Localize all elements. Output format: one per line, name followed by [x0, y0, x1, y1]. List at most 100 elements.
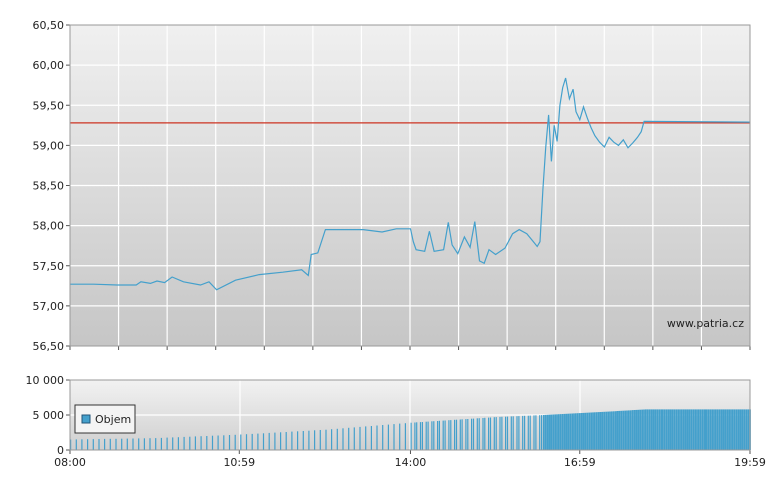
volume-bar: [419, 422, 422, 450]
volume-bar: [524, 415, 526, 450]
volume-bar: [245, 434, 248, 450]
volume-bar: [645, 409, 647, 450]
volume-bar: [472, 418, 475, 450]
volume-bar: [535, 415, 537, 450]
volume-bar: [730, 409, 732, 450]
volume-bar: [189, 436, 191, 450]
volume-bar: [628, 410, 630, 450]
volume-bar: [573, 413, 575, 450]
volume-bar: [626, 410, 628, 450]
volume-ytick-label: 10 000: [26, 374, 65, 387]
volume-bar: [499, 416, 501, 450]
volume-bar: [251, 433, 253, 450]
volume-bar: [404, 423, 406, 450]
volume-bar: [478, 418, 480, 450]
volume-bar: [505, 416, 507, 450]
volume-bar: [541, 415, 543, 450]
volume-bar: [709, 409, 712, 450]
volume-bar: [561, 414, 564, 450]
volume-bar: [172, 437, 174, 450]
volume-bar: [319, 430, 321, 450]
volume-bar: [681, 409, 683, 450]
volume-bar: [688, 409, 691, 450]
volume-bar: [376, 425, 378, 450]
volume-bar: [382, 425, 384, 450]
volume-bar: [482, 418, 484, 450]
volume-bar: [669, 409, 672, 450]
volume-bar: [724, 409, 727, 450]
volume-bar: [308, 430, 310, 450]
volume-bar: [722, 409, 725, 450]
volume-bar: [692, 409, 695, 450]
volume-bar: [427, 421, 429, 450]
legend: Objem: [74, 404, 136, 434]
price-ytick-label: 59,50: [33, 99, 65, 112]
volume-bar: [592, 412, 594, 450]
volume-bar: [448, 420, 450, 450]
volume-bar: [726, 409, 729, 450]
volume-bar: [737, 409, 740, 450]
volume-bar: [684, 409, 687, 450]
volume-xtick-label: 16:59: [564, 456, 596, 469]
volume-bar: [410, 422, 412, 450]
volume-bar: [656, 409, 659, 450]
legend-label: Objem: [95, 413, 131, 426]
volume-bar: [599, 412, 602, 450]
volume-bar: [616, 411, 619, 450]
volume-bar: [542, 415, 545, 450]
volume-bar: [262, 433, 265, 450]
volume-bar: [694, 409, 696, 450]
volume-bar: [467, 419, 469, 450]
volume-bar: [665, 409, 668, 450]
volume-bar: [663, 409, 666, 450]
volume-bar: [675, 409, 678, 450]
price-ytick-label: 56,50: [33, 340, 65, 353]
volume-bar: [104, 438, 106, 450]
volume-bar: [643, 409, 645, 450]
volume-bar: [433, 421, 435, 450]
volume-bar: [353, 427, 355, 450]
volume-bar: [454, 419, 456, 450]
volume-bar: [682, 409, 685, 450]
volume-bar: [601, 411, 604, 450]
volume-bar: [302, 431, 304, 450]
volume-bar: [586, 412, 589, 450]
volume-bar: [698, 409, 700, 450]
volume-bar: [365, 426, 367, 450]
volume-bar: [297, 431, 299, 450]
volume-bar: [348, 427, 350, 450]
volume-bar: [228, 435, 231, 450]
volume-bar: [747, 409, 749, 450]
volume-bar: [609, 411, 611, 450]
volume-bar: [711, 409, 713, 450]
volume-bar: [733, 409, 736, 450]
volume-bar: [425, 421, 427, 450]
volume-bar: [438, 420, 440, 450]
volume-bar: [603, 411, 606, 450]
volume-bar: [132, 438, 134, 450]
volume-bar: [584, 412, 587, 450]
volume-bar: [211, 435, 214, 450]
volume-bar: [393, 424, 395, 450]
volume-bar: [539, 415, 541, 450]
volume-bar: [739, 409, 742, 450]
volume-bar: [495, 417, 497, 450]
volume-bar: [648, 409, 651, 450]
volume-bar: [544, 414, 547, 450]
volume-ytick-label: 0: [57, 444, 64, 457]
volume-bar: [484, 417, 486, 450]
volume-plot-border: [69, 379, 751, 451]
volume-bar: [149, 438, 151, 450]
volume-bar: [743, 409, 746, 450]
volume-bar: [115, 438, 117, 450]
volume-bar: [732, 409, 734, 450]
volume-bar: [703, 409, 706, 450]
volume-bar: [590, 412, 592, 450]
volume-bar: [699, 409, 702, 450]
volume-bar: [611, 411, 613, 450]
volume-bar: [516, 416, 518, 450]
volume-bar: [716, 409, 719, 450]
volume-bar: [234, 434, 236, 450]
volume-bar: [728, 409, 730, 450]
volume-bar: [646, 409, 649, 450]
